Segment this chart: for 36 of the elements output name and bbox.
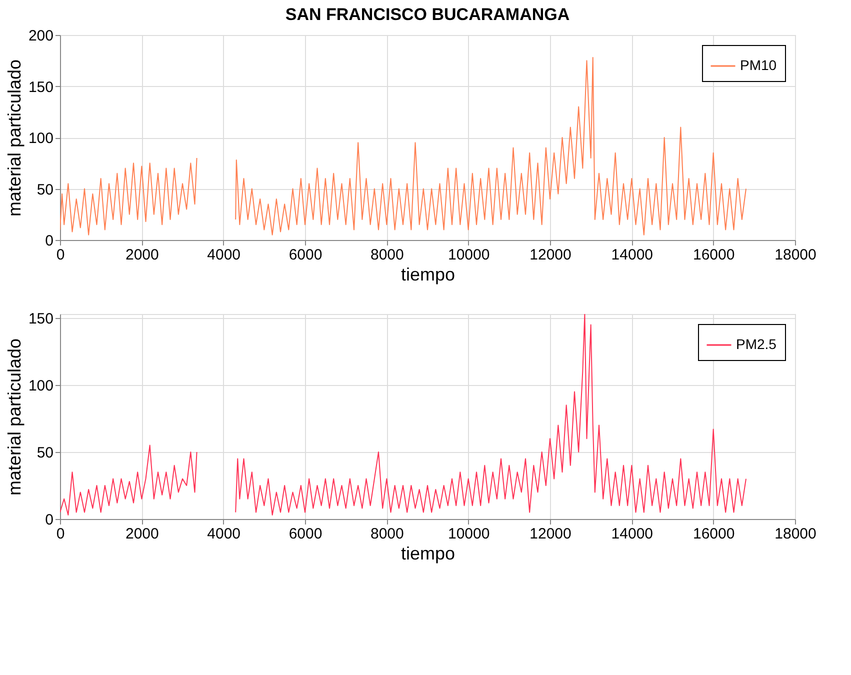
y-axis-title: material particulado [4, 338, 24, 496]
x-tick-label: 18000 [774, 526, 816, 542]
x-tick-label: 2000 [125, 246, 159, 264]
legend-label: PM2.5 [736, 336, 777, 352]
y-axis-title: material particulado [4, 59, 24, 217]
x-axis-title: tiempo [400, 264, 456, 284]
x-tick-label: 8000 [370, 526, 404, 542]
x-tick-label: 12000 [530, 246, 572, 264]
x-tick-label: 6000 [288, 246, 322, 264]
x-tick-label: 16000 [692, 246, 735, 264]
y-tick-label: 50 [36, 444, 54, 462]
x-tick-label: 0 [56, 526, 65, 542]
x-tick-label: 14000 [611, 526, 654, 542]
x-tick-label: 16000 [692, 526, 735, 542]
y-tick-label: 100 [28, 378, 54, 395]
y-tick-label: 100 [28, 130, 54, 147]
y-tick-label: 0 [45, 232, 54, 250]
legend-label: PM10 [740, 57, 777, 73]
y-tick-label: 200 [28, 28, 54, 44]
x-tick-label: 0 [56, 246, 65, 264]
x-tick-label: 18000 [774, 246, 816, 264]
y-tick-label: 0 [45, 512, 54, 528]
x-tick-label: 6000 [288, 526, 322, 542]
chart-title: SAN FRANCISCO BUCARAMANGA [285, 5, 570, 24]
y-tick-label: 150 [28, 310, 54, 328]
y-tick-label: 150 [28, 78, 54, 96]
x-tick-label: 14000 [611, 246, 654, 264]
x-tick-label: 8000 [370, 246, 404, 264]
x-tick-label: 4000 [207, 526, 241, 542]
x-tick-label: 4000 [207, 246, 241, 264]
x-tick-label: 10000 [448, 246, 490, 264]
x-tick-label: 10000 [448, 526, 490, 542]
x-axis-title: tiempo [400, 544, 456, 564]
y-tick-label: 50 [36, 181, 54, 198]
x-tick-label: 12000 [530, 526, 572, 542]
x-tick-label: 2000 [125, 526, 159, 542]
